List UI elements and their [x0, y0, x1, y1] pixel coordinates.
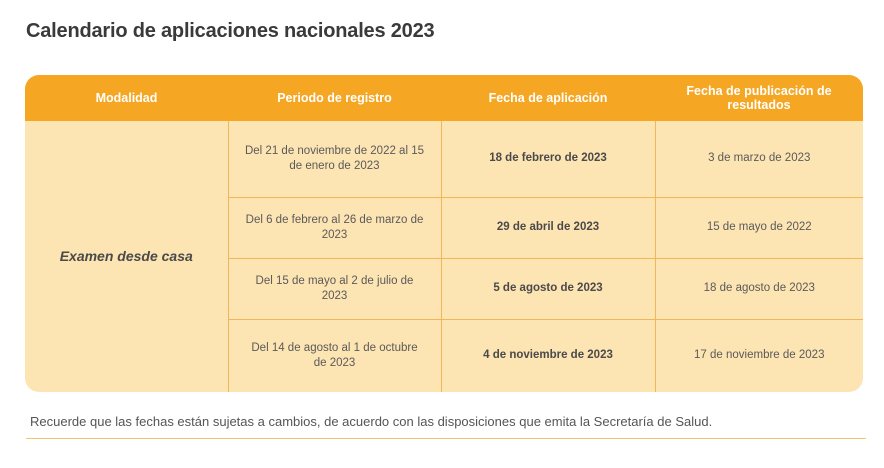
aplicacion-cell: 5 de agosto de 2023	[440, 257, 655, 319]
registro-cell: Del 15 de mayo al 2 de julio de 2023	[227, 257, 441, 319]
modalidad-cell: Examen desde casa	[59, 248, 193, 264]
resultados-cell: 3 de marzo de 2023	[654, 121, 863, 197]
registro-cell: Del 14 de agosto al 1 de octubre de 2023	[227, 318, 441, 392]
resultados-cell: 15 de mayo de 2022	[654, 196, 863, 258]
registro-cell: Del 21 de noviembre de 2022 al 15 de ene…	[227, 121, 441, 197]
schedule-table: Modalidad Periodo de registro Fecha de a…	[25, 75, 863, 392]
aplicacion-cell: 18 de febrero de 2023	[440, 121, 655, 197]
header-periodo-registro: Periodo de registro	[228, 75, 441, 121]
disclaimer-note: Recuerde que las fechas están sujetas a …	[26, 414, 866, 439]
header-fecha-aplicacion: Fecha de aplicación	[441, 75, 655, 121]
header-fecha-resultados: Fecha de publicación de resultados	[655, 75, 863, 121]
table-row: Examen desde casa Del 21 de noviembre de…	[25, 121, 863, 264]
resultados-cell: 17 de noviembre de 2023	[654, 318, 863, 392]
table-row: Del 15 de mayo al 2 de julio de 2023 5 d…	[25, 257, 863, 319]
table-row: Del 14 de agosto al 1 de octubre de 2023…	[25, 318, 863, 392]
registro-cell: Del 6 de febrero al 26 de marzo de 2023	[227, 196, 441, 258]
resultados-cell: 18 de agosto de 2023	[654, 257, 863, 319]
table-row: Del 6 de febrero al 26 de marzo de 2023 …	[25, 196, 863, 258]
aplicacion-cell: 4 de noviembre de 2023	[440, 318, 655, 392]
table-header-row: Modalidad Periodo de registro Fecha de a…	[25, 75, 863, 121]
aplicacion-cell: 29 de abril de 2023	[440, 196, 655, 258]
header-modalidad: Modalidad	[25, 75, 228, 121]
page-title: Calendario de aplicaciones nacionales 20…	[26, 20, 435, 42]
